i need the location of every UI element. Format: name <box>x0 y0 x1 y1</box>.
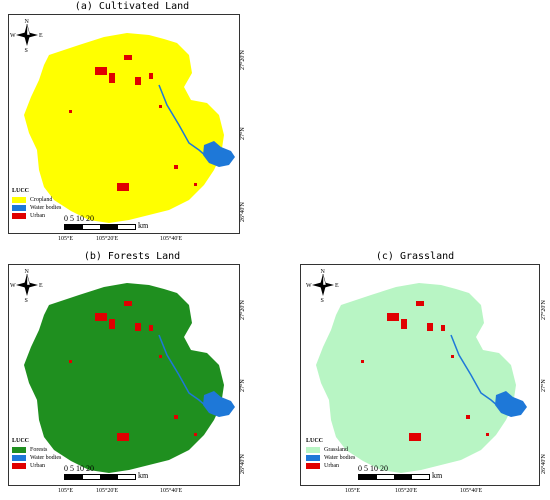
reservoir <box>203 141 235 167</box>
map-frame <box>8 264 240 486</box>
y-tick: 27°N <box>240 379 246 392</box>
scale-graphic <box>64 474 136 480</box>
region-land <box>24 283 224 473</box>
x-tick: 105°E <box>345 488 361 494</box>
scale-bar: 0 5 10 20 km <box>64 464 148 480</box>
legend-label: Forests <box>30 447 48 453</box>
legend-label: Grassland <box>324 447 348 453</box>
compass-e: E <box>39 283 43 289</box>
legend-swatch <box>12 455 26 461</box>
scale-graphic <box>64 224 136 230</box>
legend-item: Urban <box>306 462 355 470</box>
compass-n: N <box>321 269 326 275</box>
legend-swatch <box>12 197 26 203</box>
legend-swatch <box>12 213 26 219</box>
x-tick: 105°20'E <box>395 488 418 494</box>
x-tick: 105°40'E <box>160 488 183 494</box>
legend-header: LUCC <box>12 438 30 444</box>
map-frame <box>8 14 240 234</box>
x-tick: 105°E <box>58 488 74 494</box>
legend: LUCC Grassland Water bodies Urban <box>306 438 355 470</box>
north-arrow-icon: N S E W <box>10 19 43 52</box>
legend-swatch <box>306 463 320 469</box>
x-tick: 105°40'E <box>460 488 483 494</box>
panel-title: (c) Grassland <box>375 251 455 262</box>
legend-item: Urban <box>12 462 61 470</box>
x-tick: 105°E <box>58 236 74 242</box>
scale-unit: km <box>432 471 443 480</box>
map-area <box>316 283 527 473</box>
scale-bar: 0 5 10 20 km <box>64 214 148 230</box>
y-tick: 26°40'N <box>240 454 246 474</box>
map-area <box>24 283 235 473</box>
legend-item: Forests <box>12 446 61 454</box>
compass-w: W <box>306 283 312 289</box>
legend-swatch <box>306 455 320 461</box>
compass-s: S <box>25 48 28 52</box>
region-land <box>316 283 516 473</box>
compass-e: E <box>39 33 43 39</box>
x-tick: 105°40'E <box>160 236 183 242</box>
legend-item: Water bodies <box>306 454 355 462</box>
y-tick: 27°N <box>541 379 547 392</box>
map-area <box>24 33 235 223</box>
legend-header: LUCC <box>12 188 30 194</box>
legend-item: Urban <box>12 212 61 220</box>
urban-patches <box>69 55 197 191</box>
legend-item: Cropland <box>12 196 61 204</box>
legend-item: Grassland <box>306 446 355 454</box>
region-land <box>24 33 224 223</box>
legend: LUCC Forests Water bodies Urban <box>12 438 61 470</box>
compass-n: N <box>25 19 30 25</box>
reservoir <box>495 391 527 417</box>
urban-patches <box>361 301 489 441</box>
reservoir <box>203 391 235 417</box>
legend-label: Urban <box>324 463 339 469</box>
scale-graphic <box>358 474 430 480</box>
legend-label: Water bodies <box>30 205 62 211</box>
x-tick: 105°20'E <box>96 488 119 494</box>
legend-label: Urban <box>30 463 45 469</box>
y-tick: 27°20'N <box>541 300 547 320</box>
legend-label: Cropland <box>30 197 53 203</box>
legend-swatch <box>306 447 320 453</box>
legend-label: Water bodies <box>30 455 62 461</box>
scale-bar: 0 5 10 20 km <box>358 464 442 480</box>
y-tick: 26°40'N <box>240 202 246 222</box>
compass-s: S <box>25 298 28 302</box>
legend-swatch <box>12 447 26 453</box>
compass-w: W <box>10 283 16 289</box>
legend-item: Water bodies <box>12 204 61 212</box>
compass-s: S <box>321 298 324 302</box>
scale-numbers: 0 5 10 20 <box>358 464 388 473</box>
y-tick: 27°N <box>240 127 246 140</box>
x-tick: 105°20'E <box>96 236 119 242</box>
scale-unit: km <box>138 221 149 230</box>
y-tick: 27°20'N <box>240 300 246 320</box>
legend-label: Water bodies <box>324 455 356 461</box>
map-frame <box>300 264 540 486</box>
compass-n: N <box>25 269 30 275</box>
legend-swatch <box>12 463 26 469</box>
y-tick: 26°40'N <box>541 454 547 474</box>
north-arrow-icon: N S E W <box>10 269 43 302</box>
legend-swatch <box>12 205 26 211</box>
legend-header: LUCC <box>306 438 324 444</box>
panel-title: (b) Forests Land <box>83 251 181 262</box>
compass-e: E <box>335 283 339 289</box>
scale-numbers: 0 5 10 20 <box>64 464 94 473</box>
compass-w: W <box>10 33 16 39</box>
urban-patches <box>69 301 197 441</box>
panel-title: (a) Cultivated Land <box>74 1 190 12</box>
scale-numbers: 0 5 10 20 <box>64 214 94 223</box>
legend-item: Water bodies <box>12 454 61 462</box>
y-tick: 27°20'N <box>240 50 246 70</box>
scale-unit: km <box>138 471 149 480</box>
north-arrow-icon: N S E W <box>306 269 339 302</box>
legend-label: Urban <box>30 213 45 219</box>
legend: LUCC Cropland Water bodies Urban <box>12 188 61 220</box>
